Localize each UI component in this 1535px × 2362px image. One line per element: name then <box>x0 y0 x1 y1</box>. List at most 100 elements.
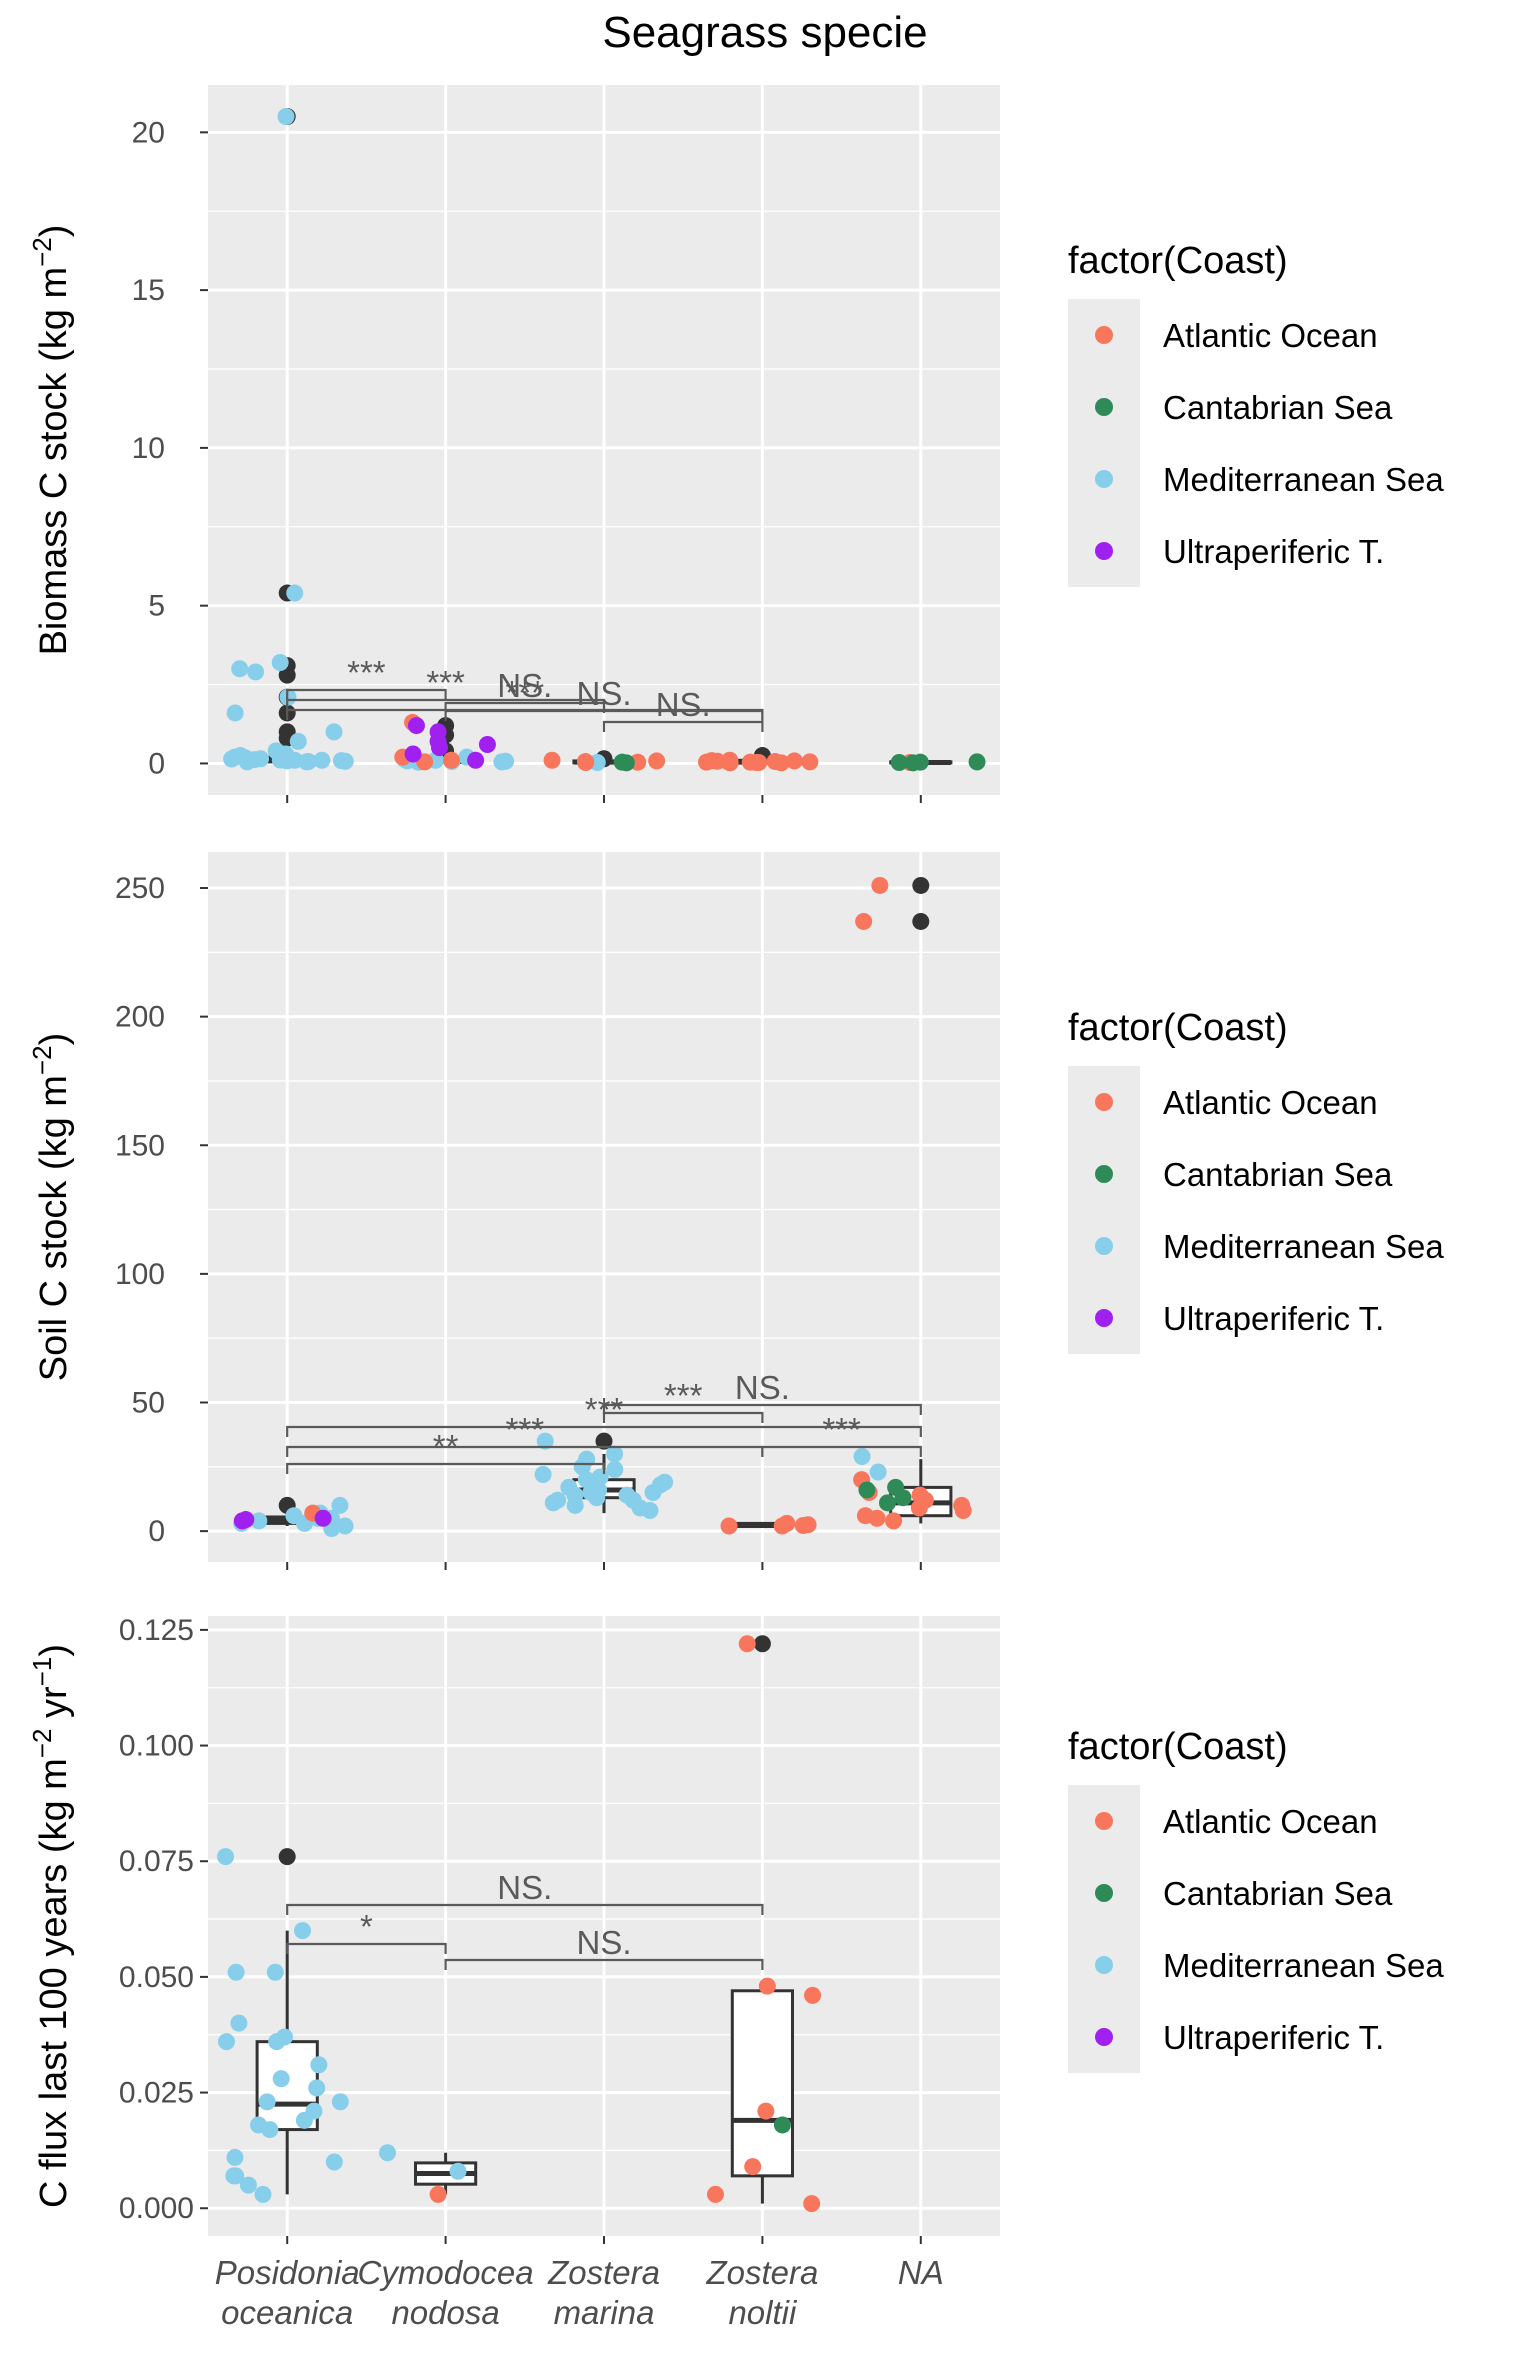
y-tick-label: 0 <box>148 747 165 780</box>
data-point <box>268 2033 286 2051</box>
data-point <box>576 753 594 771</box>
x-category-label: Zostera noltii <box>705 2254 818 2331</box>
data-point <box>231 660 249 678</box>
figure-title: Seagrass specie <box>602 8 927 57</box>
data-point <box>577 1471 595 1489</box>
data-point <box>331 2093 349 2111</box>
significance-label: *** <box>664 1377 703 1414</box>
axis-title-part: Soil C stock (kg m <box>33 1075 75 1381</box>
data-point <box>226 2148 244 2166</box>
data-point <box>719 753 737 771</box>
significance-label: *** <box>506 1411 545 1448</box>
data-point <box>773 1517 791 1535</box>
data-point <box>254 2185 272 2203</box>
significance-label: *** <box>347 654 386 691</box>
legend-title: factor(Coast) <box>1068 240 1288 282</box>
data-point <box>801 753 819 771</box>
data-point <box>289 732 307 750</box>
y-axis-title: C flux last 100 years (kg m−2 yr−1) <box>27 1644 75 2208</box>
data-point <box>314 1509 332 1527</box>
data-point <box>858 1481 876 1499</box>
significance-label: *** <box>426 664 465 701</box>
data-point <box>804 1986 822 2004</box>
legend-label: Atlantic Ocean <box>1163 317 1378 354</box>
data-point <box>429 2185 447 2203</box>
data-point <box>720 1517 738 1535</box>
legend: factor(Coast) Atlantic Ocean Cantabrian Se… <box>1068 1726 1444 2073</box>
data-point <box>648 752 666 770</box>
legend-label: Cantabrian Sea <box>1163 1156 1393 1193</box>
significance-bracket <box>286 1903 764 1915</box>
y-tick-label: 0.100 <box>119 1730 194 1763</box>
significance-bracket <box>444 709 764 721</box>
data-point <box>856 1507 874 1525</box>
data-point <box>772 754 790 772</box>
y-tick-label: 5 <box>148 590 165 623</box>
legend-label: Cantabrian Sea <box>1163 1875 1393 1912</box>
data-point <box>855 912 873 930</box>
legend-swatch <box>1095 1956 1113 1974</box>
legend-title: factor(Coast) <box>1068 1726 1288 1768</box>
data-point <box>744 2158 762 2176</box>
data-point <box>310 2056 328 2074</box>
legend-swatch <box>1095 1884 1113 1902</box>
y-tick-label: 0.125 <box>119 1614 194 1647</box>
axis-title-part: ) <box>33 1033 75 1046</box>
data-point <box>247 663 265 681</box>
data-point <box>325 2153 343 2171</box>
data-point <box>606 1445 624 1463</box>
data-point <box>591 1468 609 1486</box>
data-point <box>325 723 343 741</box>
data-point <box>878 1494 896 1512</box>
data-point <box>442 751 460 769</box>
data-point <box>237 1511 255 1529</box>
x-category-line: marina <box>554 2294 655 2331</box>
axis-title-part: C flux last 100 years (kg m <box>33 1758 75 2208</box>
y-tick-label: 20 <box>132 116 165 149</box>
significance-bracket <box>444 1958 764 1970</box>
superscript: −2 <box>27 1729 57 1759</box>
x-category-line: Zostera <box>705 2254 818 2291</box>
data-point <box>449 2162 467 2180</box>
outlier-point <box>278 666 296 684</box>
x-category-line: NA <box>898 2254 944 2291</box>
significance-label: *** <box>822 1411 861 1448</box>
data-point <box>299 753 317 771</box>
box <box>730 1989 794 2178</box>
data-point <box>757 2102 775 2120</box>
data-point <box>230 2014 248 2032</box>
x-category-label: Posidonia oceanica <box>215 2254 360 2331</box>
legend-label: Mediterranean Sea <box>1163 1228 1444 1265</box>
legend-swatch <box>1095 470 1113 488</box>
data-point <box>285 1507 303 1525</box>
data-point <box>272 2070 290 2088</box>
significance-label: NS. <box>576 675 631 712</box>
data-point <box>313 751 331 769</box>
y-tick-label: 200 <box>115 1001 165 1034</box>
data-point <box>910 1499 928 1517</box>
y-tick-label: 0.025 <box>119 2077 194 2110</box>
x-category-line: Zostera <box>547 2254 660 2291</box>
data-point <box>497 752 515 770</box>
significance-bracket <box>286 688 447 700</box>
data-point <box>773 2116 791 2134</box>
superscript: −2 <box>27 237 57 267</box>
data-point <box>295 2111 313 2129</box>
legend: factor(Coast) Atlantic Ocean Cantabrian Se… <box>1068 240 1444 587</box>
data-point <box>954 1502 972 1520</box>
data-point <box>885 1512 903 1530</box>
significance-label: NS. <box>497 1869 552 1906</box>
significance-bracket <box>444 701 606 713</box>
legend-swatch <box>1095 326 1113 344</box>
data-point <box>227 1963 245 1981</box>
y-tick-label: 0.050 <box>119 1961 194 1994</box>
data-point <box>250 1512 268 1530</box>
legend: factor(Coast) Atlantic Ocean Cantabrian Se… <box>1068 1007 1444 1354</box>
data-point <box>431 739 449 757</box>
data-point <box>478 736 496 754</box>
data-point <box>336 752 354 770</box>
data-point <box>803 2195 821 2213</box>
data-point <box>549 1491 567 1509</box>
y-tick-label: 0.075 <box>119 1845 194 1878</box>
legend-title: factor(Coast) <box>1068 1007 1288 1049</box>
